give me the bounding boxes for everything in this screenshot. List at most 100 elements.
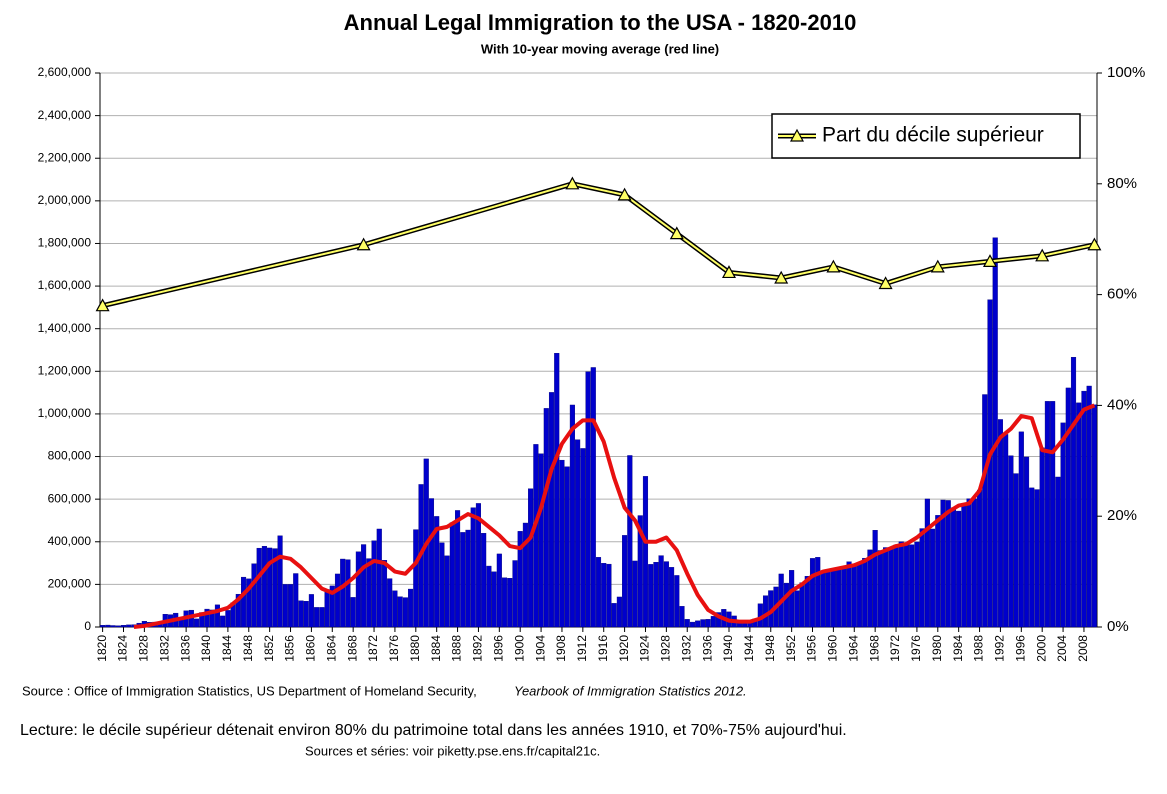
bar [371,540,377,628]
bar [977,489,983,628]
bar [877,550,883,628]
bar [950,507,957,628]
x-tick-label: 2008 [1076,635,1090,662]
x-tick-label: 1996 [1013,635,1027,662]
bar [460,532,466,628]
bar [251,563,257,628]
bar [1081,390,1087,628]
line [133,403,1096,629]
x-tick-label: 1880 [408,635,422,662]
bar [1065,387,1071,628]
marker [930,259,945,273]
bar [1034,489,1040,628]
bar [961,505,967,628]
bar [1060,422,1066,628]
bar [559,459,565,628]
x-tick-label: 1900 [512,635,526,662]
bar [361,544,367,628]
bar [799,582,805,628]
bar [564,466,570,628]
bar [314,607,320,628]
y-tick-label: 200,000 [48,577,92,591]
y-tick-label: 600,000 [48,491,92,505]
bar [1029,487,1035,628]
bar [841,566,847,628]
bar [543,408,549,628]
bar [642,476,649,628]
x-tick-label: 1928 [659,635,673,662]
x-tick-label: 1844 [220,635,234,662]
bar [909,544,915,628]
bar [575,439,581,628]
bar [408,588,414,628]
x-tick-label: 1848 [241,635,255,662]
bar [491,571,497,628]
bar [669,567,675,628]
bar [716,612,722,628]
bar [992,237,998,628]
bar [1023,456,1030,628]
bar [115,625,121,628]
bar [689,621,696,628]
x-tick-label: 1876 [387,635,401,662]
x-tick-label: 1964 [846,635,860,662]
bar [303,601,309,628]
bar [836,569,842,628]
bar [548,392,555,628]
bar [256,547,262,628]
x-tick-label: 1916 [596,635,610,662]
bar [507,578,513,628]
y2-tick-label: 60% [1107,286,1137,303]
bar [966,498,972,628]
y2-tick-label: 40% [1107,396,1137,413]
x-tick-label: 1992 [993,635,1007,662]
x-tick-label: 1888 [450,635,464,662]
y2-tick-label: 100% [1107,64,1145,81]
bar [830,570,836,628]
y-tick-label: 1,400,000 [38,321,92,335]
bar [914,541,920,628]
x-tick-label: 1860 [304,635,318,662]
bar [820,572,826,628]
x-tick-label: 1896 [491,635,505,662]
y-tick-label: 2,200,000 [38,150,92,164]
bar [632,560,638,628]
x-tick-label: 1832 [157,635,171,662]
bar [439,542,445,628]
bar [1008,455,1014,628]
bar [225,610,231,628]
marker [826,259,841,273]
x-tick-label: 1980 [930,635,944,662]
bar [308,594,314,628]
bar [329,585,335,628]
bar [267,547,273,628]
bar [475,503,481,628]
bar [209,609,215,628]
bar [486,565,492,628]
x-tick-label: 1968 [867,635,881,662]
x-tick-label: 1948 [763,635,777,662]
bar [585,371,591,628]
bar [867,549,873,628]
bar [862,557,868,628]
bar [501,577,508,628]
bar [888,547,894,628]
x-tick-label: 1940 [721,635,735,662]
bar [700,619,706,628]
x-tick-label: 1972 [888,635,902,662]
bar [851,564,857,628]
bar [105,624,111,628]
x-tick-label: 1856 [283,635,297,662]
marker [669,226,684,240]
bar [340,558,346,628]
chart-title: Annual Legal Immigration to the USA - 18… [344,10,857,35]
bar [898,541,904,628]
bar [533,444,539,628]
bar [684,619,690,628]
x-tick-label: 1824 [116,635,130,662]
x-tick-label: 1892 [471,635,485,662]
x-tick-label: 1944 [742,635,756,662]
marker [1087,237,1102,251]
y-tick-label: 1,200,000 [38,363,92,377]
bar [444,555,450,628]
